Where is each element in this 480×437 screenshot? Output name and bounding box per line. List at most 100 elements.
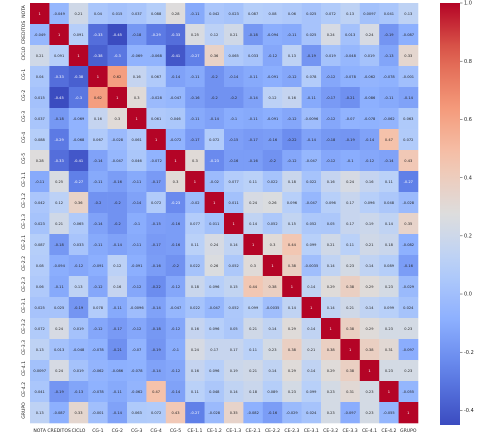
cell-value-label: -0.069 (73, 117, 85, 121)
colorbar-tick-label: -0.4 (464, 408, 474, 414)
heatmap-cell (224, 24, 244, 46)
cell-value-label: -0.072 (150, 159, 162, 163)
cell-value-label: 0.3 (270, 243, 276, 247)
heatmap-cell (243, 381, 264, 403)
colorbar-gradient (440, 3, 460, 425)
cell-value-label: 1 (271, 264, 273, 268)
cell-value-label: -0.17 (326, 96, 335, 100)
y-tick-label: GRUPO (21, 402, 27, 419)
cell-value-label: -0.12 (326, 75, 335, 79)
colorbar-tick-label: 0.2 (464, 234, 472, 240)
cell-value-label: 1 (291, 285, 293, 289)
cell-value-label: 0.38 (288, 348, 297, 352)
heatmap-cell (398, 276, 419, 298)
heatmap-cell (107, 45, 128, 67)
heatmap-cell (165, 66, 186, 88)
cell-value-label: -0.19 (345, 138, 355, 142)
heatmap-cell (88, 129, 108, 151)
heatmap-cell (204, 66, 225, 88)
heatmap-cell (146, 45, 167, 67)
cell-value-label: -0.21 (345, 96, 354, 100)
cell-value-label: 0.077 (190, 222, 200, 226)
heatmap-cell (340, 276, 361, 298)
heatmap-cell (262, 150, 283, 172)
cell-value-label: -0.33 (54, 159, 63, 163)
heatmap-cell (340, 150, 361, 172)
heatmap-cell (68, 339, 89, 361)
cell-value-label: -0.028 (209, 411, 221, 415)
x-tick-label: CE-4.2 (381, 428, 396, 434)
y-tick-label: CG-5 (21, 153, 27, 164)
heatmap-cell (321, 108, 341, 130)
cell-value-label: 0.077 (229, 180, 239, 184)
heatmap-cell (30, 129, 50, 151)
cell-value-label: -0.12 (93, 285, 102, 289)
cell-value-label: 0.13 (404, 12, 412, 16)
cell-value-label: 0.28 (36, 159, 45, 163)
cell-value-label: 0.12 (210, 33, 218, 37)
cell-value-label: 0.24 (55, 369, 64, 373)
heatmap-cell (49, 45, 70, 67)
cell-value-label: 1 (174, 159, 176, 163)
heatmap-cell (165, 87, 186, 109)
heatmap-cell (224, 381, 244, 403)
heatmap-cell (185, 45, 205, 67)
heatmap-cell (30, 318, 50, 340)
heatmap-cell (359, 213, 380, 235)
cell-value-label: -0.33 (171, 33, 180, 37)
heatmap-cell (340, 87, 361, 109)
cell-value-label: 0.096 (287, 201, 298, 205)
heatmap-cell (301, 87, 322, 109)
cell-value-label: -0.14 (404, 96, 414, 100)
y-tick-label: CG-3 (21, 111, 27, 122)
cell-value-label: 0.18 (191, 285, 200, 289)
cell-value-label: 0.16 (133, 75, 142, 79)
cell-value-label: -0.19 (151, 348, 161, 352)
heatmap-cell (30, 150, 50, 172)
heatmap-cell (68, 381, 89, 403)
cell-value-label: -0.2 (211, 75, 218, 79)
cell-value-label: -0.19 (307, 54, 317, 58)
heatmap-cell (49, 108, 70, 130)
cell-value-label: -0.091 (131, 264, 143, 268)
heatmap-cell (185, 3, 205, 25)
cell-value-label: 0.05 (230, 327, 238, 331)
heatmap-cell (30, 45, 50, 67)
cell-value-label: -0.078 (92, 390, 104, 394)
heatmap-cell (185, 171, 205, 193)
x-tick-label: CG-2 (112, 428, 123, 434)
cell-value-label: 0.078 (93, 306, 104, 310)
heatmap-cell (204, 213, 225, 235)
y-tick-label: CE-4.2 (21, 382, 27, 397)
heatmap-cell (243, 213, 264, 235)
cell-value-label: -0.094 (53, 264, 65, 268)
heatmap-cell (185, 129, 205, 151)
cell-value-label: 0.47 (385, 138, 393, 142)
cell-value-label: 0.041 (35, 390, 45, 394)
heatmap-cell (146, 381, 167, 403)
heatmap-cell (30, 297, 50, 319)
heatmap-cell (359, 45, 380, 67)
heatmap-cell (301, 66, 322, 88)
heatmap-cell (68, 3, 89, 25)
cell-value-label: -0.45 (54, 96, 63, 100)
cell-value-label: 0.23 (327, 390, 335, 394)
heatmap-cell (379, 213, 399, 235)
cell-value-label: 0.14 (327, 306, 336, 310)
cell-value-label: -0.02 (210, 180, 219, 184)
heatmap-cell (30, 66, 50, 88)
cell-value-label: 0.21 (327, 243, 335, 247)
heatmap-cell (398, 3, 419, 25)
cell-value-label: -0.16 (229, 159, 239, 163)
cell-value-label: -0.11 (54, 285, 63, 289)
heatmap-cell (301, 360, 322, 382)
heatmap-cell (359, 87, 380, 109)
heatmap-cell (340, 318, 361, 340)
heatmap-cell (204, 339, 225, 361)
cell-value-label: -0.068 (150, 54, 162, 58)
heatmap-cell (165, 276, 186, 298)
cell-value-label: 0.015 (35, 96, 45, 100)
heatmap-cell (379, 129, 399, 151)
heatmap-cell (282, 3, 302, 25)
colorbar-tick-label: 0.4 (464, 175, 472, 181)
